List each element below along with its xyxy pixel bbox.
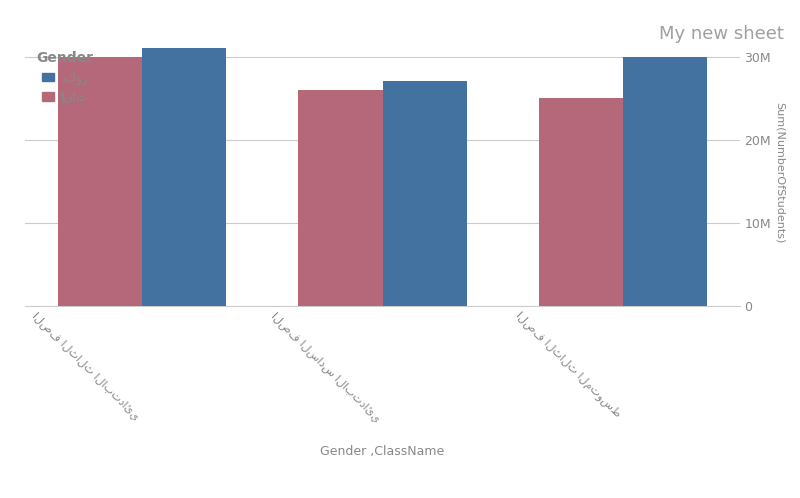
X-axis label: Gender ,ClassName: Gender ,ClassName: [321, 445, 445, 458]
Text: My new sheet: My new sheet: [659, 25, 784, 43]
Bar: [58, 56, 142, 306]
Bar: [539, 98, 623, 306]
Bar: [623, 56, 707, 306]
Bar: [298, 90, 382, 306]
Legend: ذكور, إناث: ذكور, إناث: [32, 46, 98, 109]
Bar: [382, 82, 466, 306]
Y-axis label: Sum(NumberOfStudents): Sum(NumberOfStudents): [775, 102, 785, 244]
Bar: [142, 48, 226, 306]
